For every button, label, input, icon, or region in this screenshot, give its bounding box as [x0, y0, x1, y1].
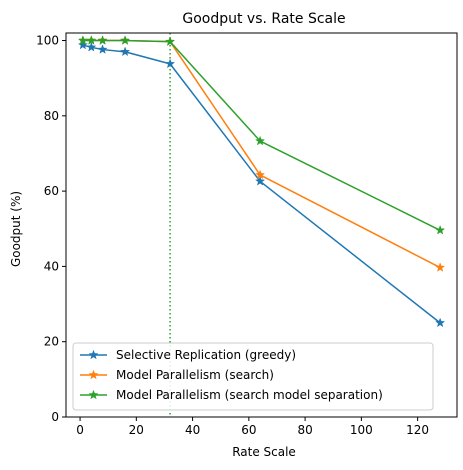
data-point	[120, 46, 131, 57]
data-point	[435, 262, 446, 272]
x-tick-label: 80	[297, 423, 312, 437]
data-point	[165, 36, 176, 46]
series-line-2	[82, 39, 441, 269]
data-point	[255, 135, 266, 146]
y-tick-label: 20	[44, 335, 59, 349]
data-point	[86, 41, 97, 52]
legend-marker	[88, 349, 99, 360]
chart-title: Goodput vs. Rate Scale	[182, 11, 345, 27]
legend: Selective Replication (greedy) Model Para…	[72, 342, 434, 411]
data-point	[435, 317, 446, 328]
data-point	[97, 35, 108, 45]
y-tick-label: 100	[36, 34, 59, 48]
y-tick-label: 60	[44, 184, 59, 198]
data-point	[97, 44, 108, 54]
data-point	[255, 175, 266, 186]
legend-label: Selective Replication (greedy)	[116, 348, 296, 362]
x-tick-label: 120	[406, 423, 429, 437]
series-line-3	[82, 39, 441, 231]
legend-label: Model Parallelism (search)	[116, 368, 274, 382]
data-point	[435, 224, 446, 235]
legend-frame	[72, 342, 434, 411]
data-point	[77, 39, 88, 50]
y-tick-label: 80	[44, 109, 59, 123]
legend-marker	[88, 389, 99, 400]
x-axis-label: Rate Scale	[232, 445, 296, 459]
data-point	[86, 35, 97, 45]
data-point	[120, 35, 131, 45]
x-tick-label: 60	[241, 423, 256, 437]
legend-marker	[88, 369, 99, 380]
data-point	[165, 58, 176, 69]
y-axis-label: Goodput (%)	[9, 191, 23, 267]
data-point	[77, 35, 88, 45]
x-tick-label: 20	[129, 423, 144, 437]
y-tick-label: 0	[51, 410, 59, 424]
y-tick-label: 40	[44, 259, 59, 273]
x-tick-label: 40	[185, 423, 200, 437]
x-tick-label: 100	[350, 423, 373, 437]
plot-frame	[65, 32, 458, 418]
x-tick-label: 0	[76, 423, 84, 437]
data-point	[255, 169, 266, 180]
plot-area: 0 20 40 60 80 100 120 0 20 40 60 80 100	[36, 33, 446, 437]
legend-label: Model Parallelism (search model separati…	[116, 388, 383, 402]
